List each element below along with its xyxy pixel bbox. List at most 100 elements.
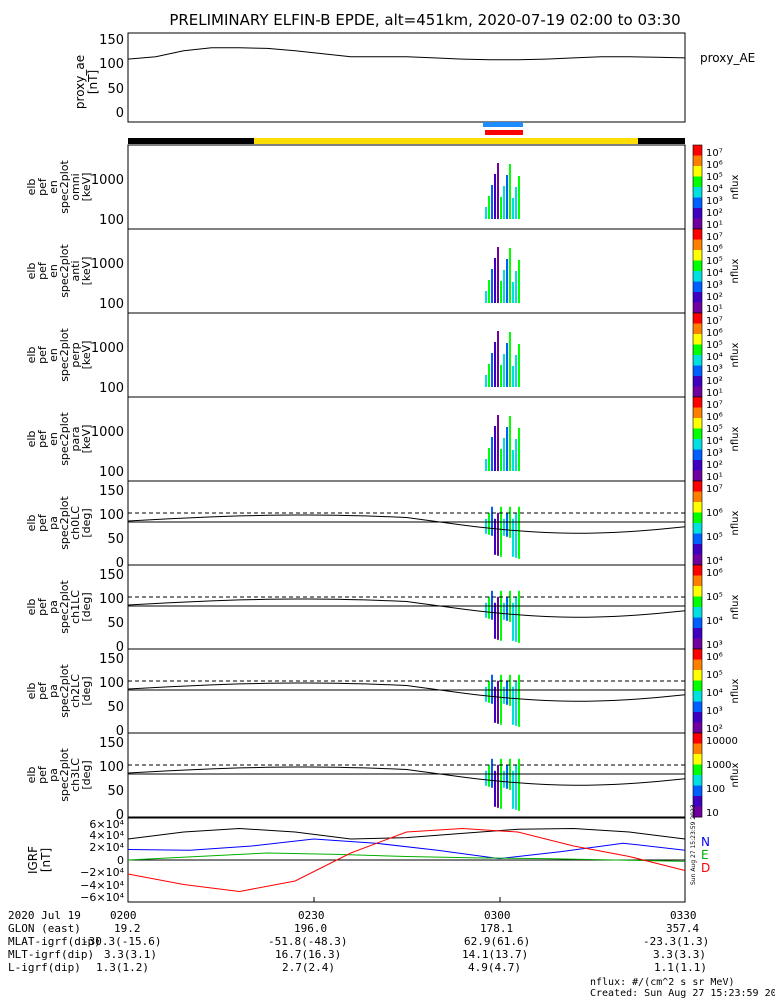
colorbar-tick: 10⁷: [706, 316, 723, 327]
colorbar-tick: 10⁶: [706, 652, 723, 663]
spectrogram-burst: [503, 438, 505, 471]
spec-panel-ylabel-line: [deg]: [80, 592, 93, 621]
colorbar-tick: 10¹: [706, 472, 723, 483]
spectrogram-burst: [488, 512, 490, 535]
spec-panel-ylabel-line: ch0LC: [69, 506, 82, 540]
spec-panel-ylabel-line: omni: [69, 173, 82, 200]
spectrogram-burst: [497, 512, 499, 556]
spectrogram-burst: [506, 175, 508, 219]
colorbar-tick: 10⁶: [706, 568, 723, 579]
colorbar-tick: 10²: [706, 724, 723, 735]
spectrogram-burst: [485, 459, 487, 471]
colorbar-segment: [693, 302, 702, 314]
colorbar-tick: 10⁷: [706, 400, 723, 411]
spectrogram-burst: [485, 518, 487, 534]
colorbar-segment: [693, 397, 702, 408]
igrf-legend-d: D: [701, 861, 710, 875]
colorbar-segment: [693, 145, 702, 156]
spec-panel-ytick: 100: [99, 465, 124, 480]
spectrogram-burst: [488, 680, 490, 703]
spectrogram-burst: [491, 758, 493, 788]
colorbar-tick: 10⁵: [706, 256, 723, 267]
spectrogram-burst: [515, 764, 517, 810]
spec-panel-ytick: 1000: [91, 257, 124, 272]
colorbar-tick: 10⁴: [706, 352, 723, 363]
spec-panel-ytick: 150: [99, 652, 124, 667]
colorbar-segment: [693, 428, 702, 440]
spec-panel-frame: [127, 228, 686, 314]
colorbar-segment: [693, 334, 702, 345]
colorbar-segment: [693, 218, 702, 230]
spectrogram-burst: [512, 198, 514, 219]
igrf-legend-e: E: [701, 848, 709, 862]
colorbar-tick: 10⁷: [706, 232, 723, 243]
spectrogram-burst: [500, 365, 502, 387]
ephem-row-date-label: 2020 Jul 19: [8, 909, 81, 922]
spec-panel-frame: [127, 312, 686, 398]
colorbar-tick: 10⁴: [706, 556, 723, 567]
spectrogram-burst: [491, 506, 493, 536]
colorbar-tick: 10⁵: [706, 592, 723, 603]
ephem-row-glon-v0: 19.2: [114, 922, 141, 935]
colorbar-tick: 10⁴: [706, 268, 723, 279]
spec-panel-ylabel-line: [deg]: [80, 676, 93, 705]
igrf-side-stamp: Sun Aug 27 15:23:59 2023: [690, 804, 697, 885]
colorbar-segment: [693, 460, 702, 471]
spec-panel-ytick: 50: [107, 700, 124, 715]
spectrogram-burst: [515, 439, 517, 471]
spectrogram-burst: [494, 258, 496, 303]
spectrogram-burst: [491, 437, 493, 471]
colorbar-segment: [693, 449, 702, 461]
colorbar-segment: [693, 481, 702, 492]
spec-panel-frame: [127, 648, 686, 734]
colorbar-segment: [693, 607, 702, 618]
spectrogram-burst: [485, 686, 487, 702]
colorbar-segment: [693, 292, 702, 303]
colorbar-label: nflux: [730, 510, 741, 535]
orbit-bar-black-left: [128, 138, 254, 144]
spec-panel-ytick: 100: [99, 676, 124, 691]
spec-panel-ylabel-line: pef: [36, 261, 49, 280]
proxy-ae-ytick-150: 150: [99, 33, 124, 48]
proxy-ae-panel: proxy_AE 150 100 50 0 proxy_ae [nT]: [73, 32, 755, 123]
igrf-ytick-0: 0: [117, 854, 124, 867]
proxy-ae-ytick-0: 0: [116, 106, 124, 121]
spectrogram-burst: [488, 364, 490, 387]
spectrogram-burst: [485, 291, 487, 303]
spectrogram-burst: [512, 770, 514, 809]
colorbar-tick: 100: [706, 784, 725, 795]
ephem-row-mlat-label: MLAT-igrf(dip): [8, 935, 101, 948]
colorbar-tick: 1000: [706, 760, 731, 771]
spec-panel-ylabel-line: para: [69, 427, 82, 452]
spectrogram-burst: [515, 271, 517, 303]
spectrogram-burst: [500, 281, 502, 303]
spec-panel-ylabel-line: pef: [36, 345, 49, 364]
spec-panel-ylabel-line: [deg]: [80, 508, 93, 537]
spec-panel-ylabel-line: [keV]: [80, 173, 93, 202]
spectrogram-burst: [506, 596, 508, 621]
science-zone-blue-bar: [483, 122, 523, 127]
ephem-row-l-v3: 1.1(1.1): [654, 961, 707, 974]
spectrogram-burst: [506, 512, 508, 537]
spec-panel-3: 1000100elbpefenspec2plotpara[keV]10⁷10⁶1…: [25, 396, 741, 483]
orbit-bar-yellow: [254, 138, 638, 144]
spectrogram-burst: [509, 248, 511, 303]
spec-panel-ylabel-line: pef: [36, 597, 49, 616]
colorbar-segment: [693, 281, 702, 293]
colorbar-segment: [693, 691, 702, 702]
spec-panel-ylabel-line: elb: [25, 347, 38, 364]
ephem-row-mlt-v1: 16.7(16.3): [275, 948, 342, 961]
spec-panel-1: 1000100elbpefenspec2plotanti[keV]10⁷10⁶1…: [25, 228, 741, 315]
x-axis: [127, 897, 686, 902]
ephem-row-mlat-v1: -51.8(-48.3): [268, 935, 348, 948]
spectrogram-burst: [503, 770, 505, 788]
spec-panel-ytick: 50: [107, 532, 124, 547]
spec-panel-ytick: 1000: [91, 341, 124, 356]
spec-panel-frame: [127, 732, 686, 818]
spec-panel-ylabel-line: en: [47, 432, 60, 446]
spec-panel-ytick: 100: [99, 592, 124, 607]
colorbar-segment: [693, 764, 702, 776]
colorbar-segment: [693, 208, 702, 219]
